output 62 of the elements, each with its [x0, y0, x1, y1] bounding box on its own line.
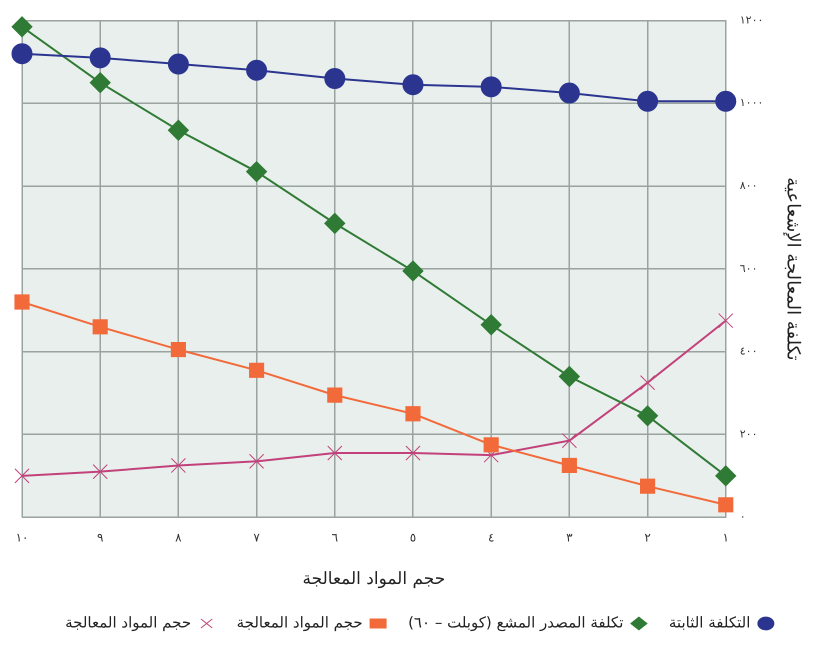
legend-label: حجم المواد المعالجة — [65, 613, 192, 632]
x-tick-label: ٨ — [175, 530, 182, 545]
legend-label: تكلفة المصدر المشع (كوبلت – ٦٠) — [408, 613, 624, 632]
point — [405, 406, 421, 422]
x-axis-title: حجم المواد المعالجة — [302, 569, 446, 590]
x-tick-label: ٦ — [332, 530, 338, 545]
point — [324, 68, 346, 90]
x-tick-label: ٧ — [253, 530, 260, 545]
point — [718, 497, 734, 512]
x-tick-label: ٤ — [488, 530, 494, 545]
point — [246, 161, 268, 182]
point — [14, 468, 30, 484]
point — [480, 314, 502, 336]
y-tick-label: ٤٠٠ — [740, 344, 758, 358]
point — [327, 388, 342, 403]
legend-label: حجم المواد المعالجة — [236, 613, 363, 632]
point — [92, 464, 108, 480]
y-tick-label: ٢٠٠ — [740, 427, 758, 440]
point — [715, 465, 736, 486]
point — [249, 454, 264, 469]
y-tick-label: ٦٠٠ — [740, 262, 758, 275]
point — [168, 54, 189, 75]
point — [12, 16, 32, 38]
y-axis-title: تكلفة المعالجة الإشعاعية — [782, 177, 804, 361]
point — [90, 47, 111, 68]
x-tick-label: ٢ — [644, 530, 651, 545]
x-tick-label: ١٠ — [16, 530, 28, 545]
point — [484, 437, 499, 452]
point — [12, 43, 32, 64]
point — [558, 82, 580, 104]
point — [402, 74, 424, 96]
point — [324, 212, 346, 234]
point — [249, 362, 264, 378]
point — [170, 342, 186, 358]
point — [14, 294, 30, 310]
point — [90, 72, 111, 94]
point — [170, 458, 186, 474]
point — [92, 319, 108, 334]
point — [327, 445, 342, 461]
legend-label: التكلفة الثابتة — [668, 613, 750, 632]
point — [637, 90, 658, 112]
y-tick-label: ١٠٠٠ — [740, 96, 764, 110]
point — [558, 366, 580, 387]
x-tick-label: ١ — [722, 530, 729, 545]
point — [718, 313, 734, 328]
point — [640, 478, 656, 494]
point — [562, 433, 577, 448]
point — [246, 60, 268, 81]
x-tick-label: ٩ — [96, 530, 104, 545]
x-tick-label: ٣ — [566, 530, 574, 545]
y-tick-label: ١٢٠٠ — [740, 13, 764, 26]
point — [715, 90, 736, 112]
point — [637, 405, 658, 426]
y-tick-label: ٨٠٠ — [740, 178, 758, 192]
x-tick-label: ٥ — [410, 530, 416, 545]
point — [168, 120, 189, 141]
y-tick-label: ٠ — [740, 510, 746, 524]
point — [562, 458, 577, 474]
point — [405, 445, 421, 461]
point — [402, 260, 424, 282]
point — [640, 375, 656, 390]
point — [480, 76, 502, 98]
